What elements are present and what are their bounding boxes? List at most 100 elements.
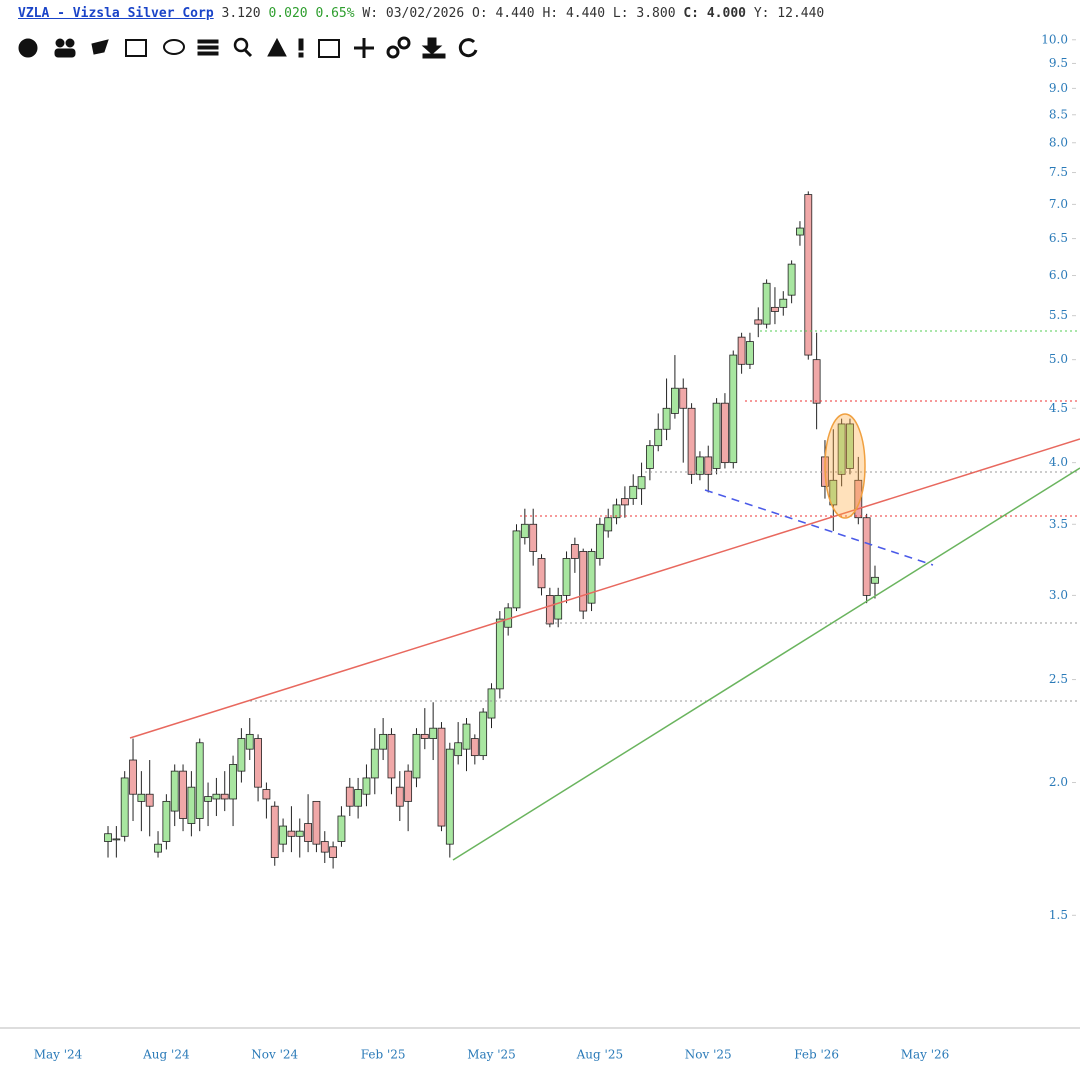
- y-tick-label: 3.5: [1049, 517, 1068, 531]
- candle-body: [212, 793, 221, 800]
- symbol-title[interactable]: VZLA - Vizsla Silver Corp: [18, 6, 214, 21]
- candle-body: [779, 298, 788, 308]
- y-tick-label: 4.5: [1049, 401, 1068, 415]
- candle-body: [545, 595, 554, 625]
- candle-body: [829, 479, 838, 506]
- field-label: H:: [542, 6, 559, 21]
- y-tick-label: 10.0: [1041, 32, 1068, 46]
- candle-body: [629, 485, 638, 500]
- field-label: O:: [472, 6, 488, 21]
- candle-body: [370, 748, 379, 779]
- download-icon[interactable]: [421, 37, 446, 59]
- candle-body: [729, 354, 738, 464]
- field-value: 4.000: [706, 6, 746, 21]
- candles: [104, 191, 879, 869]
- dashboard-icon[interactable]: [18, 38, 38, 58]
- candle-body: [145, 793, 154, 807]
- candle-body: [537, 558, 546, 589]
- candle-body: [245, 733, 254, 750]
- candle-body: [395, 786, 404, 807]
- quote-fields: W: 03/02/2026 O: 4.440 H: 4.440 L: 3.800…: [362, 6, 824, 21]
- candle-body: [487, 688, 496, 719]
- y-tick-label: 8.5: [1049, 107, 1068, 121]
- y-tick-label: 7.5: [1049, 165, 1068, 179]
- candle-body: [846, 423, 854, 469]
- alert-icon[interactable]: [298, 38, 304, 58]
- candle-body: [429, 727, 438, 739]
- candle-body: [620, 498, 629, 506]
- x-tick-label: May '26: [901, 1048, 950, 1062]
- move-icon[interactable]: [354, 38, 374, 58]
- candle-body: [679, 387, 688, 409]
- y-tick-label: 2.5: [1049, 672, 1068, 686]
- triangle-icon[interactable]: [267, 37, 287, 57]
- x-tick-label: Nov '25: [685, 1048, 732, 1062]
- candle-body: [495, 618, 504, 690]
- candle-body: [162, 800, 171, 842]
- y-tick-label: 9.0: [1049, 81, 1068, 95]
- x-tick-label: May '25: [467, 1048, 516, 1062]
- trend-line: [452, 467, 1080, 861]
- candle-body: [229, 764, 237, 800]
- candle-body: [345, 786, 354, 807]
- field-value: 12.440: [777, 6, 825, 21]
- comment-icon[interactable]: [163, 39, 185, 55]
- image-icon[interactable]: [125, 39, 147, 57]
- field-value: 4.440: [565, 6, 606, 21]
- candle-body: [737, 336, 746, 365]
- y-tick-label: 6.0: [1049, 268, 1068, 282]
- candle-body: [279, 825, 287, 845]
- candle-body: [462, 723, 471, 750]
- candle-body: [570, 544, 579, 559]
- quote-header: VZLA - Vizsla Silver Corp 3.120 0.020 0.…: [18, 6, 824, 21]
- field-label: C:: [683, 6, 700, 21]
- twitter-icon[interactable]: [91, 39, 109, 55]
- change: 0.020: [268, 6, 308, 21]
- candle-body: [120, 777, 129, 837]
- candle-body: [712, 402, 721, 469]
- search-icon[interactable]: [233, 37, 253, 58]
- candle-body: [337, 815, 346, 842]
- candle-body: [854, 479, 863, 519]
- candle-body: [329, 846, 338, 858]
- field-label: Y:: [753, 6, 770, 21]
- candle-body: [420, 733, 429, 739]
- change-pct: 0.65%: [315, 6, 355, 21]
- link-icon[interactable]: [386, 36, 411, 59]
- trend-line: [704, 489, 934, 566]
- field-value: 3.800: [636, 6, 676, 21]
- users-icon[interactable]: [54, 38, 76, 58]
- list-icon[interactable]: [197, 39, 219, 56]
- candle-body: [412, 733, 421, 779]
- candle-body: [270, 805, 279, 858]
- candle-body: [562, 558, 571, 596]
- candle-body: [554, 595, 563, 620]
- candle-body: [179, 770, 187, 819]
- refresh-icon[interactable]: [458, 38, 478, 58]
- candle-body: [871, 576, 879, 584]
- candle-body: [771, 306, 779, 312]
- candle-body: [687, 407, 696, 475]
- y-tick-label: 5.0: [1049, 352, 1068, 366]
- candle-body: [254, 738, 262, 788]
- candle-body: [129, 759, 137, 795]
- candle-body: [812, 359, 821, 404]
- candle-body: [445, 748, 454, 845]
- candle-body: [470, 738, 479, 757]
- candle-body: [787, 263, 796, 296]
- candle-body: [754, 319, 763, 325]
- calendar-icon[interactable]: [318, 39, 340, 58]
- candle-body: [746, 341, 754, 365]
- field-label: L:: [612, 6, 629, 21]
- candle-body: [796, 227, 804, 236]
- candle-body: [579, 551, 588, 612]
- candle-body: [587, 551, 596, 604]
- candle-body: [762, 282, 771, 325]
- candle-body: [604, 517, 613, 532]
- candle-body: [304, 823, 312, 842]
- candle-body: [595, 523, 604, 559]
- candle-body: [187, 786, 196, 824]
- candle-body: [262, 789, 271, 800]
